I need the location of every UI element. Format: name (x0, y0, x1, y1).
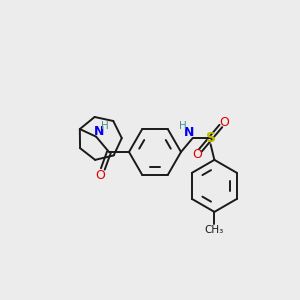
Text: H: H (179, 121, 186, 131)
Text: S: S (206, 131, 216, 145)
Text: O: O (219, 116, 229, 129)
Text: N: N (94, 125, 104, 138)
Text: H: H (101, 121, 109, 131)
Text: N: N (183, 126, 194, 139)
Text: CH₃: CH₃ (205, 225, 224, 235)
Text: O: O (95, 169, 105, 182)
Text: O: O (192, 148, 202, 161)
